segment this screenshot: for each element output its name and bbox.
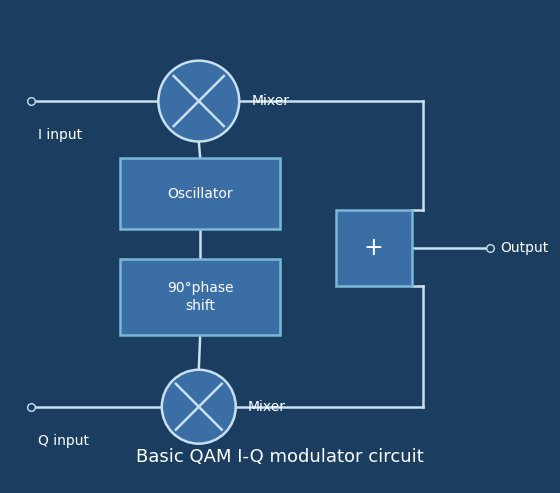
- Text: 90°phase
shift: 90°phase shift: [167, 281, 234, 313]
- FancyBboxPatch shape: [336, 210, 412, 286]
- Text: Mixer: Mixer: [251, 94, 290, 108]
- Circle shape: [158, 61, 239, 141]
- Text: Mixer: Mixer: [248, 400, 286, 414]
- Circle shape: [162, 370, 236, 444]
- FancyBboxPatch shape: [120, 158, 280, 229]
- Text: Basic QAM I-Q modulator circuit: Basic QAM I-Q modulator circuit: [136, 448, 424, 466]
- Text: I input: I input: [38, 128, 82, 142]
- Text: Oscillator: Oscillator: [167, 186, 233, 201]
- Text: Output: Output: [500, 241, 548, 255]
- FancyBboxPatch shape: [120, 259, 280, 335]
- Text: +: +: [364, 236, 384, 260]
- Text: Q input: Q input: [38, 434, 89, 448]
